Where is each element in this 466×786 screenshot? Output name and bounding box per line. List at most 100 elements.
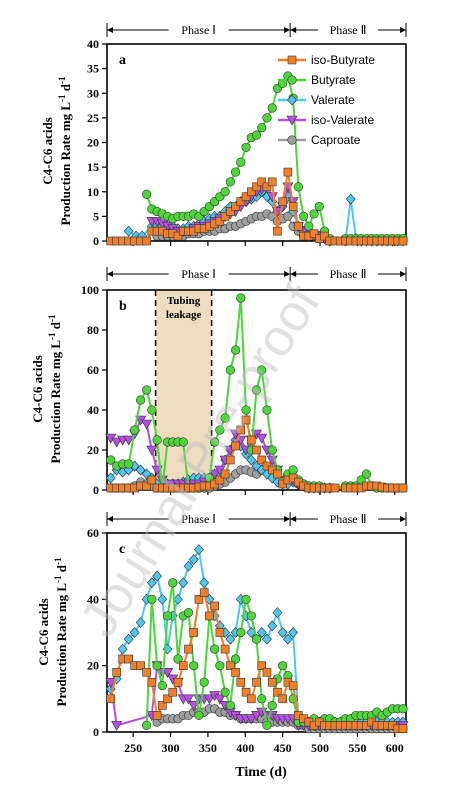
y-label-line2: Production Rate mg L <box>58 102 73 226</box>
data-point <box>105 677 117 688</box>
plot-frame <box>106 289 407 491</box>
phase2-label-bg <box>318 22 379 37</box>
y-label-unit: -1 <box>53 575 63 583</box>
panel-label: b <box>119 299 127 314</box>
panel-b: Tubing leakage 0 20 40 60 80 100 Phase Ⅰ Phase Ⅱ b <box>81 266 408 497</box>
data-point <box>135 617 146 628</box>
y-tick-label: 60 <box>87 526 99 540</box>
data-point <box>298 211 309 221</box>
data-point <box>288 465 298 475</box>
data-point <box>278 694 287 704</box>
data-point <box>267 677 277 687</box>
data-point <box>241 192 251 201</box>
phase1-left-arrow <box>107 271 113 277</box>
data-point <box>199 577 210 589</box>
data-point <box>361 469 371 479</box>
data-point <box>231 667 240 677</box>
data-point <box>203 694 215 705</box>
data-point <box>168 578 178 588</box>
legend-item: iso-Valerate <box>278 113 374 127</box>
data-point <box>215 425 225 435</box>
data-point <box>210 601 219 611</box>
x-tick-label: 550 <box>348 741 366 755</box>
data-point <box>105 472 116 484</box>
data-point <box>256 433 268 444</box>
data-point <box>241 142 251 153</box>
y-axis-label-a: C4-C6 acids <box>40 117 55 185</box>
data-point <box>283 211 293 221</box>
y-label-line1: C4-C6 acids <box>30 355 45 423</box>
y-tick-label: 60 <box>87 363 99 377</box>
data-point <box>231 441 240 451</box>
data-point <box>173 231 183 241</box>
panel-a: 0 5 10 15 20 25 30 35 40 Phase Ⅰ Phase Ⅱ a <box>87 22 408 248</box>
data-point <box>226 207 235 216</box>
y-tick-label: 20 <box>87 443 99 457</box>
y-tick-label: 40 <box>87 592 99 606</box>
y-axis-unit-label-a: Production Rate mg L-1 d-1 <box>57 76 73 226</box>
y-label-unit: -1 <box>57 94 67 102</box>
data-point <box>330 483 340 493</box>
y-label-unit2: -1 <box>53 557 63 565</box>
y-axis-unit-label-b: Production Rate mg L-1 d-1 <box>47 314 63 464</box>
y-tick-label: 0 <box>93 725 99 739</box>
data-point <box>257 365 267 375</box>
series-iso-butyrate <box>106 167 408 246</box>
phase1-right-arrow <box>284 271 291 277</box>
phase1-left-arrow <box>107 27 113 33</box>
data-point <box>246 187 256 197</box>
y-axis-label-b: C4-C6 acids <box>30 355 45 423</box>
data-point <box>210 437 220 447</box>
data-point <box>273 469 282 479</box>
data-point <box>215 475 225 485</box>
series-butyrate <box>142 578 408 730</box>
data-point <box>173 593 183 605</box>
data-point <box>252 182 261 192</box>
data-point <box>252 445 261 455</box>
data-point <box>142 385 152 395</box>
y-tick-label: 15 <box>87 160 99 174</box>
data-point <box>272 607 283 619</box>
data-point <box>123 633 134 645</box>
data-point <box>230 654 241 664</box>
data-point <box>163 694 172 704</box>
data-point <box>111 437 123 448</box>
data-point <box>309 209 319 219</box>
y-tick-label: 5 <box>93 209 99 223</box>
data-point <box>220 212 230 221</box>
data-point <box>142 481 151 491</box>
data-point <box>262 720 272 730</box>
x-axis-label: Time (d) <box>235 765 287 780</box>
data-point <box>236 293 246 303</box>
annotation-line2: leakage <box>166 309 202 321</box>
plot-frame <box>106 532 407 733</box>
data-point <box>267 445 277 455</box>
data-point <box>241 415 251 425</box>
x-tick-label: 350 <box>199 741 217 755</box>
y-tick-label: 0 <box>93 483 99 497</box>
data-point <box>267 103 277 113</box>
data-point <box>278 661 288 671</box>
y-label-line2: Production Rate mg L <box>54 583 69 707</box>
data-point <box>220 687 230 697</box>
data-point <box>262 113 272 123</box>
data-point <box>199 588 209 598</box>
data-point <box>152 570 162 582</box>
data-point <box>183 560 194 572</box>
data-point <box>147 677 157 687</box>
y-label-unit2: -1 <box>57 76 67 84</box>
y-label-tail: d <box>54 564 69 575</box>
x-tick-label: 600 <box>386 741 404 755</box>
data-point <box>250 711 263 722</box>
data-point <box>142 236 151 246</box>
data-point <box>130 425 140 435</box>
data-point <box>241 687 251 697</box>
data-point <box>236 425 246 435</box>
phase2-label-bg <box>318 266 379 281</box>
y-tick-label: 40 <box>87 403 99 417</box>
data-point <box>262 405 272 415</box>
y-tick-label: 100 <box>81 283 99 297</box>
data-point <box>220 413 230 423</box>
